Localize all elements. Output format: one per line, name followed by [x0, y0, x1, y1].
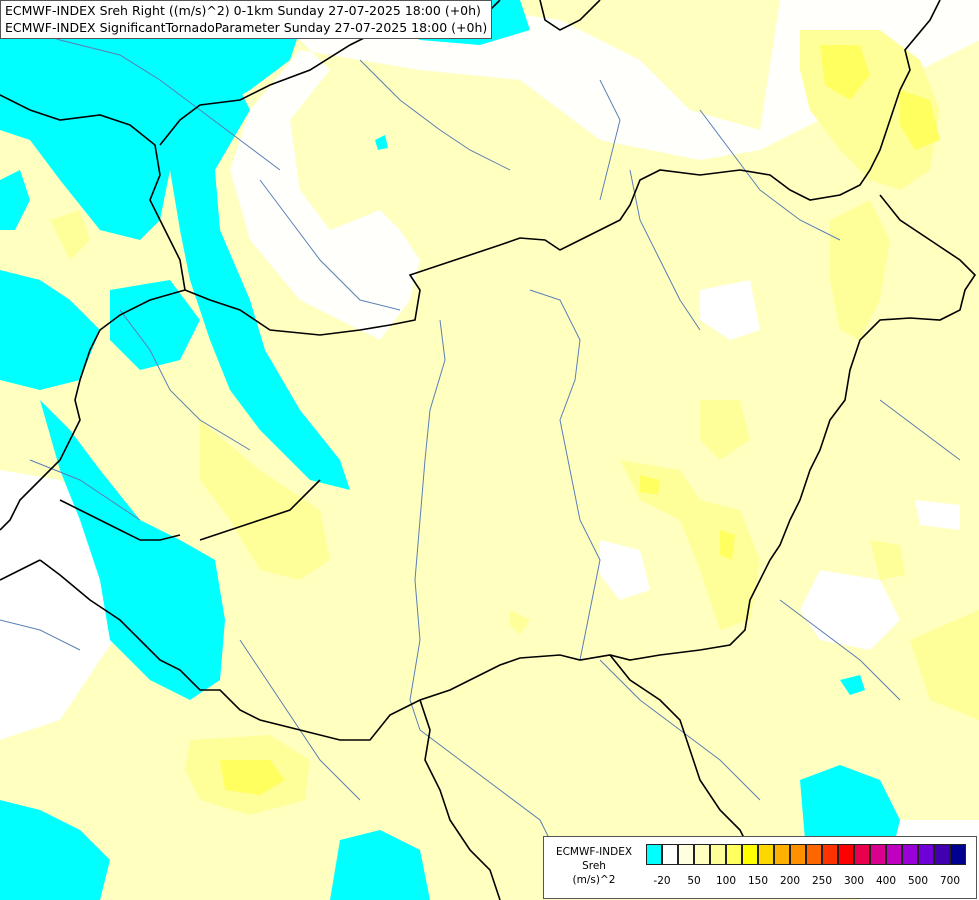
legend-swatch [662, 844, 678, 865]
legend-swatch [806, 844, 822, 865]
legend-swatch [646, 844, 662, 865]
legend-swatch [678, 844, 694, 865]
legend-title-line-2: Sreh [582, 860, 606, 872]
legend-tick-label: 300 [843, 875, 865, 887]
color-legend: ECMWF-INDEX Sreh (m/s)^2 -20 50 100 150 200 2… [543, 836, 977, 899]
cyan-areas [0, 0, 900, 900]
legend-title-line-3: (m/s)^2 [572, 874, 616, 886]
legend-swatch [790, 844, 806, 865]
legend-swatch [726, 844, 742, 865]
legend-swatch [822, 844, 838, 865]
legend-swatch [934, 844, 950, 865]
legend-swatch [710, 844, 726, 865]
legend-swatch [774, 844, 790, 865]
legend-swatch [838, 844, 854, 865]
legend-swatch [886, 844, 902, 865]
legend-title-line-1: ECMWF-INDEX [555, 846, 633, 858]
title-line-1: ECMWF-INDEX Sreh Right ((m/s)^2) 0-1km S… [5, 3, 481, 18]
legend-tick-label: 100 [715, 875, 737, 887]
map-title-box: ECMWF-INDEX Sreh Right ((m/s)^2) 0-1km S… [0, 0, 493, 39]
legend-swatch [902, 844, 918, 865]
legend-title: ECMWF-INDEX Sreh (m/s)^2 [546, 845, 642, 887]
rivers [0, 19, 961, 861]
legend-tick-label: 50 [687, 875, 701, 887]
legend-tick-label: 700 [939, 875, 961, 887]
legend-swatch [950, 844, 966, 865]
legend-tick-label: 250 [811, 875, 833, 887]
legend-tick-label: 150 [747, 875, 769, 887]
legend-swatch [854, 844, 870, 865]
legend-tick-label: -20 [653, 875, 671, 887]
title-line-2: ECMWF-INDEX SignificantTornadoParameter … [5, 20, 488, 35]
legend-swatch [742, 844, 758, 865]
legend-tick-label: 200 [779, 875, 801, 887]
legend-swatch [694, 844, 710, 865]
legend-swatch [870, 844, 886, 865]
legend-swatch [758, 844, 774, 865]
legend-swatch [918, 844, 934, 865]
yellow-cores [220, 45, 940, 795]
legend-tick-label: 500 [907, 875, 929, 887]
legend-tick-label: 400 [875, 875, 897, 887]
